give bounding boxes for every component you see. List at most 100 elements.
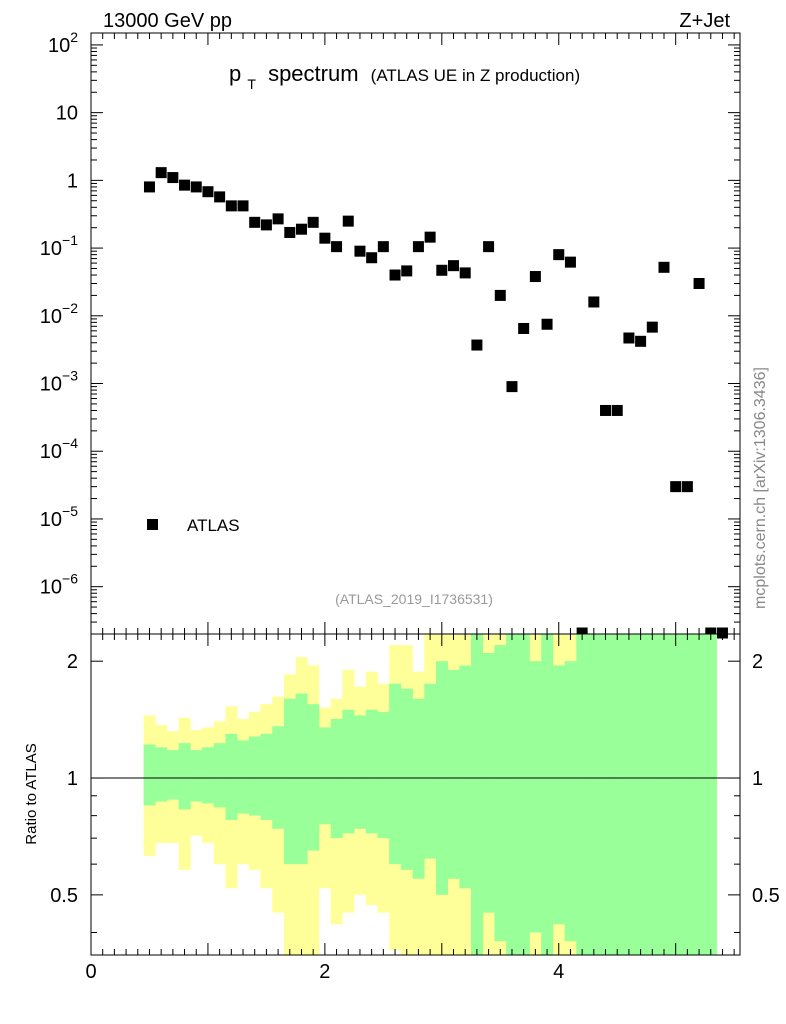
data-point (225, 200, 237, 212)
ratio-band-bin (155, 747, 168, 802)
process-label: Z+Jet (679, 10, 730, 32)
main-ytick-label-base: 10 (40, 306, 62, 328)
ratio-band-bin (225, 733, 238, 820)
ratio-band-bin (552, 665, 565, 925)
ratio-band-bin (576, 634, 589, 955)
main-ytick-label: 10 (56, 103, 78, 125)
analysis-id: (ATLAS_2019_I1736531) (335, 591, 493, 607)
main-ytick-label-exp: −2 (62, 300, 78, 316)
data-points (143, 167, 728, 639)
data-point (272, 213, 284, 225)
data-point (564, 256, 576, 268)
data-point (646, 321, 658, 333)
legend-label-atlas: ATLAS (187, 516, 240, 535)
title-subscript: T (247, 76, 256, 92)
ratio-band-bin (704, 634, 717, 955)
ratio-band-bin (482, 652, 495, 913)
ratio-band-bin (178, 743, 191, 810)
data-point (681, 481, 693, 493)
main-frame (90, 32, 741, 635)
ratio-band-bin (319, 727, 332, 825)
data-point (354, 245, 366, 257)
data-point (471, 339, 483, 351)
data-point (260, 219, 272, 231)
data-point (635, 335, 647, 347)
ratio-band-bin (693, 634, 706, 955)
ratio-band-bin (517, 634, 530, 955)
data-point (366, 252, 378, 264)
data-point (705, 627, 717, 639)
ratio-band-bin (260, 733, 273, 820)
data-point (518, 322, 530, 334)
ratio-ytick-label-left: 2 (67, 651, 78, 673)
data-point (494, 289, 506, 301)
ratio-band-bin (634, 634, 647, 955)
ratio-band-bin (377, 711, 390, 839)
title-note: (ATLAS UE in Z production) (371, 66, 580, 85)
energy-label: 13000 GeV pp (103, 10, 232, 32)
data-point (506, 381, 518, 393)
ratio-band-bin (564, 661, 577, 942)
ratio-ytick-label-left: 0.5 (50, 885, 78, 907)
ratio-band-bin (143, 744, 156, 806)
ratio-band-bin (283, 698, 296, 865)
ratio-band-bin (330, 718, 343, 839)
ratio-band-bin (295, 693, 308, 865)
data-point (658, 261, 670, 273)
data-point (553, 249, 565, 261)
ratio-frame (90, 633, 741, 956)
ratio-band-bin (342, 709, 355, 834)
ratio-band-bin (459, 665, 472, 889)
ratio-xtick-label: 0 (85, 961, 96, 983)
data-point (331, 241, 343, 253)
ratio-band-bin (541, 634, 554, 955)
data-point (611, 404, 623, 416)
data-point (155, 167, 167, 179)
ratio-band-bin (658, 634, 671, 955)
main-ytick-label-base: 10 (40, 577, 62, 599)
title-spectrum: spectrum (268, 61, 358, 86)
ratio-band-bin (669, 634, 682, 955)
ratio-band-bin (202, 747, 215, 804)
ratio-band-bin (365, 709, 378, 834)
main-ytick-label-base: 10 (40, 509, 62, 531)
data-point (459, 267, 471, 279)
main-ytick-label: 10−3 (40, 368, 78, 396)
data-point (179, 179, 191, 191)
ratio-band-bin (237, 740, 250, 814)
data-point (412, 241, 424, 253)
main-ytick-label: 10−5 (40, 503, 78, 531)
ratio-band-bin (646, 634, 659, 955)
ratio-band-bin (412, 698, 425, 879)
main-ytick-label-base: 10 (40, 238, 62, 260)
data-point (483, 241, 495, 253)
data-point (295, 223, 307, 235)
data-point (576, 627, 588, 639)
data-point (588, 296, 600, 308)
main-ytick-label: 10−4 (40, 435, 78, 463)
ratio-band-bin (167, 750, 180, 800)
ratio-band-bin (529, 661, 542, 933)
ratio-band-bin (611, 634, 624, 955)
data-point (716, 627, 728, 639)
data-point (529, 271, 541, 283)
ratio-band-bin (506, 634, 519, 955)
main-ytick-label: 10−6 (40, 571, 78, 599)
main-ytick-label: 1 (67, 170, 78, 192)
data-point (143, 181, 155, 193)
main-ytick-label-exp: −4 (62, 435, 78, 451)
data-point (190, 181, 202, 193)
main-ytick-label-base: 10 (40, 441, 62, 463)
data-point (623, 332, 635, 344)
data-point (237, 200, 249, 212)
ratio-ylabel: Ratio to ATLAS (23, 743, 40, 844)
ratio-band-bin (248, 736, 261, 816)
data-point (307, 216, 319, 228)
ratio-band-bin (190, 750, 203, 802)
data-point (202, 186, 214, 198)
data-point (670, 481, 682, 493)
main-ytick-label-exp: −5 (62, 503, 78, 519)
ratio-band-bin (272, 726, 285, 829)
main-ytick-label-exp: −6 (62, 571, 78, 587)
main-ytick-label: 10−1 (40, 232, 78, 260)
